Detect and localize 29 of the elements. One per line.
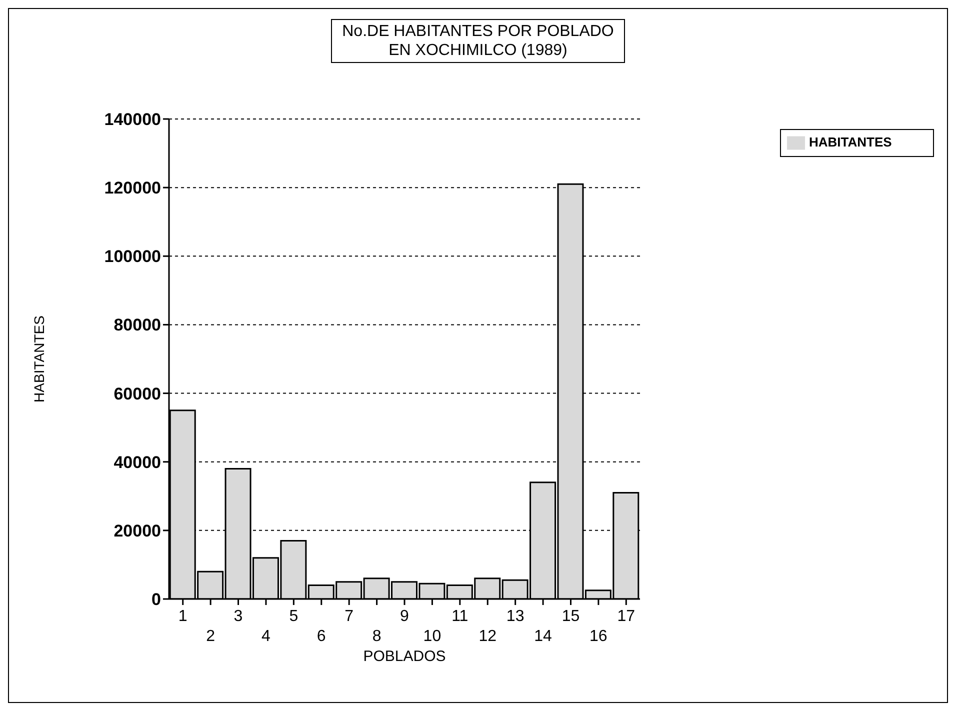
y-tick-label: 0 bbox=[152, 590, 161, 610]
y-tick-label: 20000 bbox=[114, 521, 161, 540]
chart-title: No.DE HABITANTES POR POBLADO EN XOCHIMILCO (1989) bbox=[342, 22, 614, 60]
x-tick-label: 2 bbox=[206, 628, 216, 645]
x-tick-label: 17 bbox=[617, 608, 636, 625]
y-tick-label: 60000 bbox=[114, 384, 161, 404]
x-tick-label: 6 bbox=[316, 628, 326, 645]
x-tick-label: 4 bbox=[262, 628, 271, 645]
y-tick-label: 100000 bbox=[104, 247, 161, 266]
x-tick-label: 1 bbox=[178, 608, 188, 625]
x-tick-label: 15 bbox=[562, 608, 580, 625]
y-tick-label: 80000 bbox=[114, 316, 161, 335]
x-tick-label: 9 bbox=[400, 608, 410, 625]
x-axis-title: POBLADOS bbox=[363, 648, 446, 665]
y-axis-title: HABITANTES bbox=[30, 316, 47, 402]
x-tick-label: 11 bbox=[452, 608, 468, 625]
x-tick-label: 7 bbox=[344, 608, 354, 625]
legend-label: HABITANTES bbox=[809, 134, 892, 150]
x-tick-label: 10 bbox=[423, 628, 442, 645]
y-tick-label: 40000 bbox=[114, 452, 161, 472]
x-tick-label: 3 bbox=[234, 608, 243, 625]
x-tick-label: 16 bbox=[590, 628, 608, 645]
x-tick-label: 5 bbox=[289, 608, 298, 625]
x-tick-label: 8 bbox=[372, 628, 382, 645]
x-tick-label: 14 bbox=[534, 628, 552, 645]
x-tick-label: 13 bbox=[506, 608, 524, 625]
x-tick-label: 12 bbox=[478, 628, 497, 645]
y-tick-label: 120000 bbox=[104, 178, 161, 198]
y-tick-label: 140000 bbox=[104, 110, 161, 130]
